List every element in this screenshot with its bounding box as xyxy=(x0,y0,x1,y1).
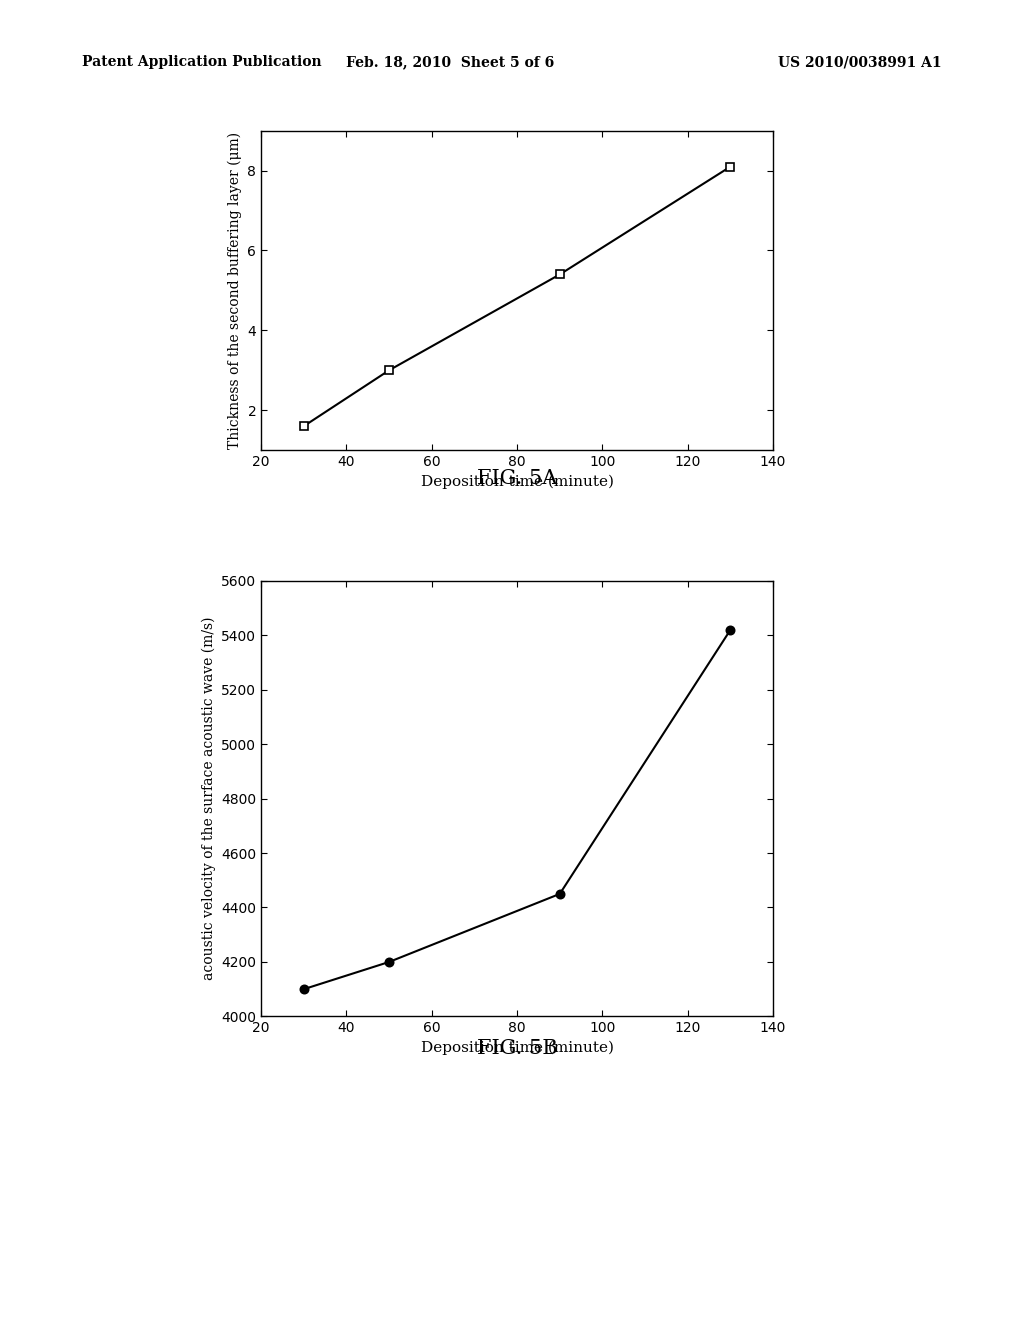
X-axis label: Deposition time (minute): Deposition time (minute) xyxy=(421,1040,613,1055)
Y-axis label: acoustic velocity of the surface acoustic wave (m/s): acoustic velocity of the surface acousti… xyxy=(201,616,216,981)
Y-axis label: Thickness of the second buffering layer (μm): Thickness of the second buffering layer … xyxy=(227,132,242,449)
Text: FIG. 5B: FIG. 5B xyxy=(477,1039,557,1057)
Text: FIG. 5A: FIG. 5A xyxy=(477,469,557,487)
X-axis label: Deposition time (minute): Deposition time (minute) xyxy=(421,474,613,488)
Text: Feb. 18, 2010  Sheet 5 of 6: Feb. 18, 2010 Sheet 5 of 6 xyxy=(346,55,555,70)
Text: US 2010/0038991 A1: US 2010/0038991 A1 xyxy=(778,55,942,70)
Text: Patent Application Publication: Patent Application Publication xyxy=(82,55,322,70)
